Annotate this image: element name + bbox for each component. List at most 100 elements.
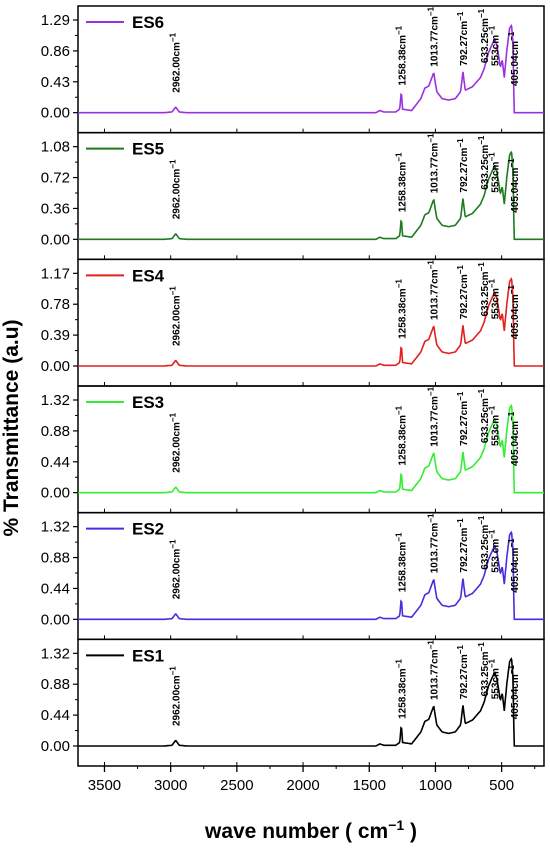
peak-label-text: 405.04cm (510, 168, 521, 213)
peak-label: 633.25cm−1 (477, 515, 491, 570)
panel-frame (77, 638, 545, 767)
y-tick-label: 0.44 (41, 580, 70, 597)
peak-label: 2962.00cm−1 (169, 32, 183, 92)
peak-label: 633.25cm−1 (477, 8, 491, 63)
y-tick-label: 0.39 (41, 327, 70, 344)
peak-label-exponent: −1 (456, 11, 465, 21)
peak-label-exponent: −1 (488, 152, 497, 162)
peak-label-text: 1258.38cm (397, 162, 408, 213)
peak-label-text: 405.04cm (510, 674, 521, 719)
peak-label-exponent: −1 (507, 665, 516, 675)
y-tick-label: 0.00 (41, 358, 70, 375)
peak-label: 792.27cm−1 (456, 391, 470, 446)
peak-label-exponent: −1 (507, 285, 516, 295)
x-axis-title-end: ) (404, 820, 417, 843)
peak-label-exponent: −1 (394, 279, 403, 289)
peak-label-exponent: −1 (456, 138, 465, 148)
peak-label-text: 1258.38cm (397, 35, 408, 86)
peak-label-exponent: −1 (507, 31, 516, 41)
peak-label-exponent: −1 (456, 645, 465, 655)
peak-label-text: 553cm (491, 161, 502, 192)
peak-label-exponent: −1 (477, 135, 486, 145)
peak-label-text: 2962.00cm (172, 169, 183, 220)
peak-label-text: 1013.77cm (430, 143, 441, 194)
x-tick-label: 3000 (154, 777, 187, 794)
spectrum-line-es2 (78, 530, 544, 621)
peak-label-exponent: −1 (456, 391, 465, 401)
peak-label-text: 553cm (491, 35, 502, 66)
peak-label-exponent: −1 (477, 262, 486, 272)
peak-label-text: 405.04cm (510, 548, 521, 593)
peak-label: 2962.00cm−1 (169, 539, 183, 599)
peak-label-text: 1258.38cm (397, 288, 408, 339)
peak-label-text: 1258.38cm (397, 415, 408, 466)
y-tick-label: 0.88 (41, 550, 70, 567)
x-axis-title-main: wave number ( cm (204, 820, 388, 843)
peak-label: 792.27cm−1 (456, 138, 470, 193)
peak-label: 633.25cm−1 (477, 642, 491, 697)
y-tick-label: 0.00 (41, 231, 70, 248)
y-tick-label: 1.29 (41, 12, 70, 29)
peak-label: 633.25cm−1 (477, 262, 491, 317)
y-tick-label: 0.88 (41, 423, 70, 440)
y-tick-label: 0.44 (41, 454, 70, 471)
peak-label-text: 1013.77cm (430, 269, 441, 320)
spectrum-line-es6 (78, 23, 544, 114)
peak-label-exponent: −1 (169, 159, 178, 169)
y-tick-label: 0.86 (41, 43, 70, 60)
peak-label: 1013.77cm−1 (427, 260, 441, 320)
spectrum-line-es1 (78, 657, 544, 747)
peak-label-text: 633.25cm (480, 398, 491, 443)
peak-label-text: 1013.77cm (430, 396, 441, 447)
peak-label-exponent: −1 (169, 412, 178, 422)
peak-label-exponent: −1 (507, 158, 516, 168)
peak-label-exponent: −1 (427, 640, 436, 650)
x-tick-label: 2000 (286, 777, 319, 794)
peak-label: 633.25cm−1 (477, 388, 491, 443)
peak-label: 1258.38cm−1 (394, 659, 408, 719)
legend-label: ES3 (132, 393, 164, 412)
peak-label-text: 1258.38cm (397, 668, 408, 719)
peak-label-text: 633.25cm (480, 525, 491, 570)
y-tick-label: 0.00 (41, 105, 70, 122)
peak-label-exponent: −1 (488, 529, 497, 539)
peak-label: 1013.77cm−1 (427, 133, 441, 193)
peak-label: 405.04cm−1 (507, 31, 521, 86)
peak-label-text: 1258.38cm (397, 542, 408, 593)
legend-label: ES1 (132, 646, 164, 665)
x-tick-label: 500 (489, 777, 514, 794)
peak-label-exponent: −1 (169, 286, 178, 296)
x-axis: 3500 3000 2500 2000 1500 1000 500 (88, 766, 536, 794)
peak-label: 553cm−1 (488, 25, 502, 66)
peak-label-text: 633.25cm (480, 651, 491, 696)
peak-label-exponent: −1 (394, 405, 403, 415)
y-tick-label: 0.00 (41, 611, 70, 628)
peak-label: 1258.38cm−1 (394, 25, 408, 85)
legend-label: ES5 (132, 140, 164, 159)
y-tick-label: 1.32 (41, 519, 70, 536)
x-axis-title-exponent: −1 (388, 817, 404, 833)
peak-label-text: 792.27cm (459, 654, 470, 699)
peak-label-text: 2962.00cm (172, 295, 183, 346)
peak-label: 405.04cm−1 (507, 158, 521, 213)
peak-label-exponent: −1 (394, 659, 403, 669)
peak-label: 553cm−1 (488, 658, 502, 699)
y-axis-title: % Transmittance (a.u) (0, 319, 23, 536)
x-tick-label: 2500 (220, 777, 253, 794)
y-tick-label: 1.32 (41, 645, 70, 662)
y-tick-label: 0.72 (41, 170, 70, 187)
peak-label-text: 2962.00cm (172, 549, 183, 600)
peak-label-exponent: −1 (394, 532, 403, 542)
peak-label: 553cm−1 (488, 152, 502, 193)
peak-label-exponent: −1 (394, 152, 403, 162)
y-tick-label: 1.17 (41, 265, 70, 282)
peak-label: 1258.38cm−1 (394, 532, 408, 592)
peak-label-exponent: −1 (507, 411, 516, 421)
